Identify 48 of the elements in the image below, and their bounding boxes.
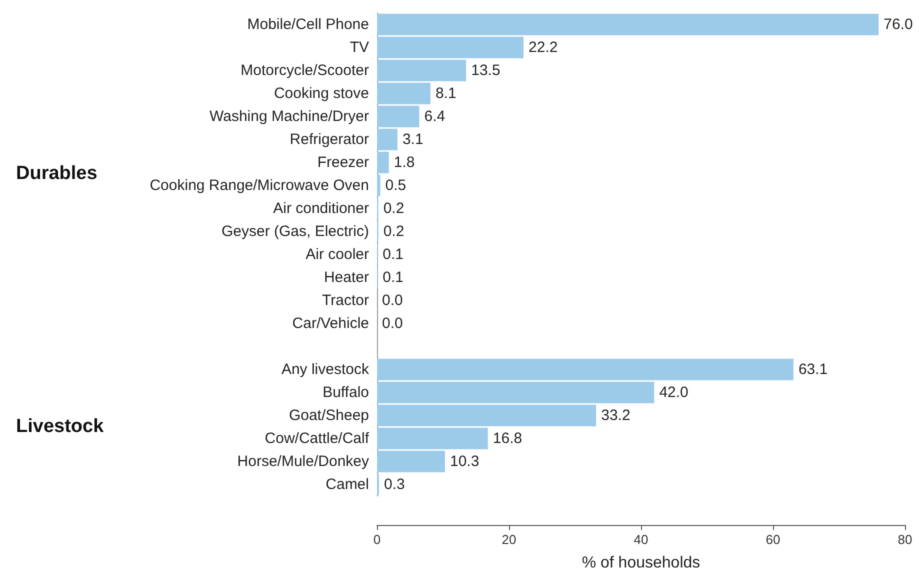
data-label: 0.0 [382, 315, 403, 332]
data-label: 8.1 [435, 85, 456, 102]
data-label: 0.3 [384, 476, 405, 493]
y-tick-label: Freezer [317, 154, 369, 171]
data-label: 0.5 [385, 177, 406, 194]
data-label: 76.0 [884, 16, 913, 33]
y-tick-label: Any livestock [281, 361, 370, 378]
y-tick-label: Washing Machine/Dryer [210, 108, 370, 125]
data-label: 6.4 [424, 108, 446, 125]
y-tick-label: TV [350, 39, 369, 56]
data-label: 0.2 [383, 200, 404, 217]
x-tick-label: 0 [373, 532, 381, 547]
x-axis-title: % of households [582, 554, 700, 572]
data-label: 10.3 [450, 453, 480, 470]
data-label: 0.0 [382, 292, 403, 309]
x-tick-label: 80 [898, 532, 912, 547]
y-tick-label: Geyser (Gas, Electric) [221, 223, 369, 240]
data-label: 0.2 [383, 223, 404, 240]
y-tick-label: Horse/Mule/Donkey [237, 453, 370, 470]
y-tick-label: Tractor [322, 292, 369, 309]
y-tick-label: Car/Vehicle [292, 315, 369, 332]
data-label: 0.1 [382, 246, 404, 263]
x-tick-label: 60 [766, 532, 780, 547]
data-label: 1.8 [394, 154, 415, 171]
data-label: 16.8 [492, 430, 522, 447]
text: Durables [16, 163, 98, 184]
y-tick-label: Goat/Sheep [288, 407, 369, 424]
x-tick-label: 40 [634, 532, 648, 547]
data-label: 0.1 [382, 269, 404, 286]
y-tick-label: Camel [326, 476, 369, 493]
data-label: 42.0 [659, 384, 688, 401]
data-label: 13.5 [471, 62, 500, 79]
y-tick-label: Motorcycle/Scooter [240, 62, 369, 79]
y-tick-label: Air cooler [306, 246, 369, 263]
y-tick-label: Cooking Range/Microwave Oven [150, 177, 369, 194]
text: Livestock [16, 416, 104, 437]
data-label: 22.2 [528, 39, 558, 56]
data-label: 33.2 [601, 407, 630, 424]
data-label: 3.1 [402, 131, 424, 148]
y-tick-label: Mobile/Cell Phone [247, 16, 369, 33]
y-tick-label: Air conditioner [273, 200, 369, 217]
x-tick-label: 20 [502, 532, 516, 547]
y-tick-label: Buffalo [322, 384, 369, 401]
data-label: 63.1 [798, 361, 828, 378]
y-tick-label: Cooking stove [274, 85, 369, 102]
y-tick-label: Refrigerator [290, 131, 369, 148]
y-tick-label: Heater [324, 269, 369, 286]
y-tick-label: Cow/Cattle/Calf [264, 430, 370, 447]
